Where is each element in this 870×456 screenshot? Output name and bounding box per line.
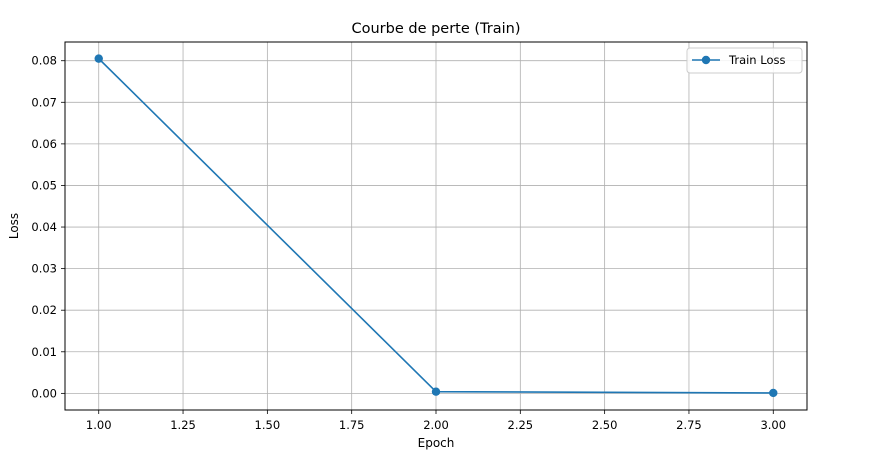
x-tick-label: 2.25 (508, 418, 534, 432)
y-tick-label: 0.02 (31, 303, 57, 317)
x-axis-label: Epoch (418, 436, 455, 450)
x-axis: 1.00 1.25 1.50 1.75 2.00 2.25 2.50 2.75 3.00 (86, 410, 786, 432)
legend-marker-swatch (701, 55, 711, 65)
x-tick-label: 2.50 (592, 418, 618, 432)
legend: Train Loss (686, 47, 803, 74)
y-tick-label: 0.07 (31, 95, 57, 109)
legend-box (686, 47, 803, 74)
y-tick-label: 0.08 (31, 54, 57, 68)
legend-entry-train-loss: Train Loss (728, 53, 785, 67)
data-point (94, 54, 103, 63)
y-tick-label: 0.03 (31, 262, 57, 276)
series-layer (94, 54, 778, 398)
x-tick-label: 2.00 (423, 418, 449, 432)
data-point (431, 387, 441, 396)
x-tick-label: 1.00 (86, 418, 112, 432)
y-tick-label: 0.04 (31, 220, 57, 234)
data-point (769, 388, 778, 398)
x-tick-label: 1.25 (170, 418, 196, 432)
x-tick-label: 3.00 (760, 418, 786, 432)
y-tick-label: 0.00 (31, 386, 57, 400)
y-tick-label: 0.05 (31, 178, 57, 192)
y-axis-label: Loss (7, 213, 21, 239)
x-tick-label: 1.50 (255, 418, 281, 432)
y-tick-label: 0.06 (31, 137, 57, 151)
x-tick-label: 2.75 (676, 418, 702, 432)
chart-title: Courbe de perte (Train) (351, 21, 520, 37)
x-tick-label: 1.75 (339, 418, 365, 432)
y-tick-label: 0.01 (31, 345, 57, 359)
y-axis: 0.00 0.01 0.02 0.03 0.04 0.05 0.06 0.07 0.08 (31, 54, 65, 400)
